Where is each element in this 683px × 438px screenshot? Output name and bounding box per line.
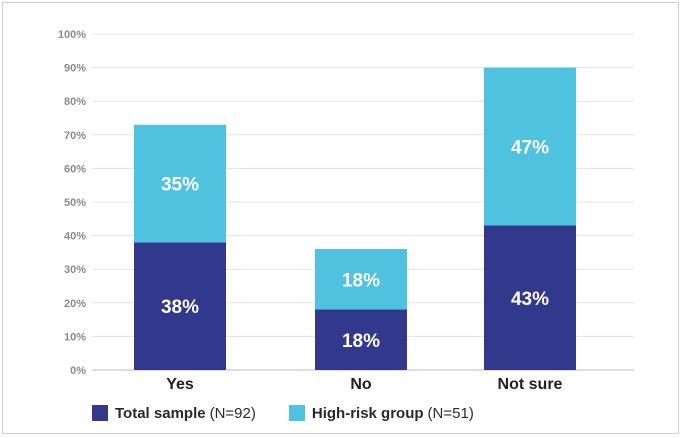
legend-swatch-total-sample: [92, 405, 108, 421]
y-tick-label: 90%: [64, 63, 86, 75]
legend-n-high-risk-group: (N=51): [427, 404, 474, 422]
bar-segment-high-risk-group: [484, 67, 576, 226]
data-label: 38%: [161, 297, 199, 318]
data-label: 47%: [511, 138, 549, 159]
x-category-label: Not sure: [498, 376, 563, 393]
y-tick-label: 50%: [64, 197, 86, 209]
data-label: 43%: [511, 289, 549, 310]
x-category-label: Yes: [166, 376, 194, 393]
legend-label-high-risk-group: High-risk group: [311, 404, 424, 422]
y-tick-label: 30%: [64, 264, 86, 276]
y-tick-label: 40%: [64, 231, 86, 243]
y-tick-label: 100%: [58, 29, 86, 41]
y-tick-label: 0%: [70, 365, 86, 377]
legend-item-total-sample: Total sample (N=92): [92, 405, 256, 422]
chart-legend: Total sample (N=92) High-risk group (N=5…: [92, 402, 507, 424]
y-tick-label: 60%: [64, 163, 86, 175]
bar-segment-high-risk-group: [134, 124, 226, 243]
legend-swatch-high-risk-group: [288, 405, 305, 421]
y-tick-label: 20%: [64, 298, 86, 310]
x-category-label: No: [350, 376, 372, 393]
bar-segment-high-risk-group: [315, 249, 407, 310]
legend-n-total-sample: (N=92): [209, 404, 256, 422]
legend-item-high-risk-group: High-risk group (N=51): [288, 404, 474, 422]
bar-segment-total-sample: [484, 225, 576, 370]
legend-label-total-sample: Total sample: [115, 404, 206, 422]
y-tick-label: 80%: [64, 96, 86, 108]
bar-segment-total-sample: [134, 242, 226, 370]
y-tick-label: 10%: [64, 331, 86, 343]
data-label: 35%: [161, 175, 199, 196]
bar-segment-total-sample: [315, 309, 407, 370]
y-tick-label: 70%: [64, 130, 86, 142]
data-label: 18%: [342, 331, 380, 352]
data-label: 18%: [342, 270, 380, 291]
